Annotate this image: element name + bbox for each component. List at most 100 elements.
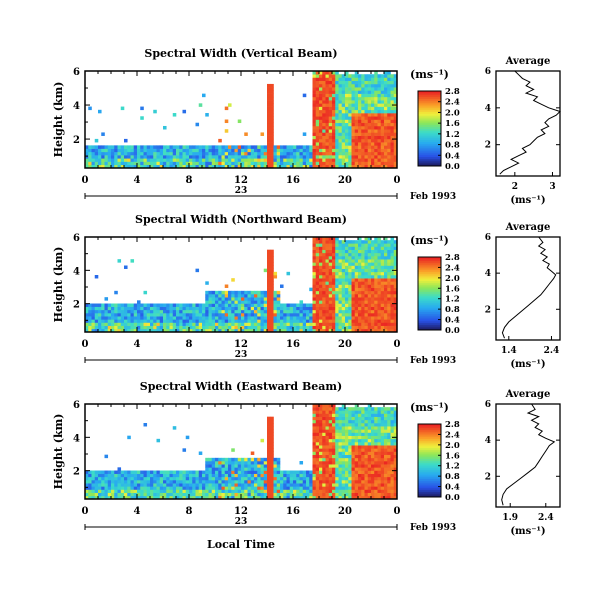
heatmap-cell (286, 473, 291, 478)
heatmap-cell (189, 306, 193, 311)
heatmap-cell (306, 492, 310, 497)
heatmap-cell (267, 322, 271, 326)
heatmap-cell (254, 161, 258, 166)
heatmap-cell (374, 328, 378, 333)
heatmap-cell (315, 322, 320, 326)
heatmap-cell (354, 135, 359, 140)
heatmap-cell (270, 83, 274, 88)
heatmap-cell (94, 303, 99, 307)
heatmap-cell (270, 151, 274, 156)
heatmap-cell (260, 303, 265, 307)
heatmap-cell (332, 489, 336, 493)
heatmap-cell (192, 476, 196, 481)
heatmap-cell (374, 457, 378, 462)
heatmap-cell (364, 265, 369, 269)
heatmap-cell (345, 419, 349, 424)
heatmap-cell (195, 325, 200, 330)
heatmap-cell (371, 319, 375, 323)
heatmap-cell (351, 486, 356, 490)
heatmap-cell (315, 316, 320, 320)
heatmap-cell (380, 106, 385, 111)
heatmap-cell (267, 290, 271, 295)
heatmap-cell (384, 151, 388, 156)
heatmap-cell (325, 454, 330, 459)
heatmap-cell (267, 325, 271, 330)
heatmap-cell (234, 483, 239, 487)
heatmap-cell (283, 328, 287, 333)
heatmap-cell (387, 158, 391, 162)
heatmap-cell (371, 243, 375, 247)
heatmap-cell (387, 100, 391, 104)
heatmap-cell (189, 480, 193, 484)
heatmap-cell (140, 145, 144, 149)
heatmap-cell (380, 90, 385, 94)
heatmap-cell (124, 151, 128, 156)
heatmap-cell (341, 416, 346, 421)
heatmap-cell (120, 148, 125, 153)
heatmap-cell (172, 303, 177, 307)
heatmap-cell (185, 435, 190, 440)
heatmap-cell (387, 164, 391, 169)
heatmap-cell (104, 489, 109, 493)
heatmap-cell (325, 129, 330, 133)
heatmap-cell (163, 309, 167, 314)
heatmap-cell (374, 410, 378, 414)
heatmap-cell (328, 432, 333, 436)
heatmap-cell (351, 467, 356, 471)
heatmap-cell (312, 249, 317, 254)
heatmap-cell (393, 83, 398, 88)
colorbar-segment (418, 124, 441, 128)
heatmap-cell (107, 470, 112, 474)
heatmap-cell (358, 83, 362, 88)
heatmap-cell (319, 259, 323, 263)
heatmap-cell (354, 158, 359, 162)
colorbar-tick-label: 1.2 (445, 462, 460, 472)
heatmap-cell (111, 492, 115, 497)
heatmap-cell (384, 432, 388, 436)
y-tick-label: 6 (73, 233, 80, 244)
heatmap-cell (91, 151, 96, 156)
heatmap-cell (169, 489, 174, 493)
heatmap-cell (390, 135, 395, 140)
heatmap-cell (289, 319, 294, 323)
heatmap-cell (176, 319, 180, 323)
heatmap-cell (332, 113, 336, 117)
heatmap-cell (393, 325, 398, 330)
heatmap-cell (374, 87, 378, 91)
heatmap-cell (387, 93, 391, 98)
heatmap-cell (159, 151, 164, 156)
heatmap-cell (358, 457, 362, 462)
heatmap-cell (120, 161, 125, 166)
average-profile-line (501, 403, 556, 506)
heatmap-cell (377, 281, 382, 285)
heatmap-cell (312, 158, 317, 162)
heatmap-cell (332, 135, 336, 140)
heatmap-cell (286, 271, 291, 276)
heatmap-cell (371, 252, 375, 257)
heatmap-cell (393, 243, 398, 247)
heatmap-cell (114, 148, 118, 153)
heatmap-cell (351, 476, 356, 481)
colorbar-segment (418, 152, 441, 156)
heatmap-cell (312, 161, 317, 166)
heatmap-cell (299, 145, 304, 149)
heatmap-cell (117, 473, 122, 478)
heatmap-cell (267, 259, 271, 263)
heatmap-cell (374, 252, 378, 257)
heatmap-cell (338, 473, 343, 478)
heatmap-cell (250, 306, 255, 311)
heatmap-cell (338, 438, 343, 443)
heatmap-cell (351, 448, 356, 452)
heatmap-cell (354, 161, 359, 166)
heatmap-cell (172, 322, 177, 326)
heatmap-cell (137, 470, 141, 474)
y-tick-label: 2 (73, 135, 80, 146)
heatmap-cell (393, 161, 398, 166)
heatmap-cell (101, 132, 105, 136)
heatmap-cell (322, 262, 326, 266)
heatmap-cell (325, 151, 330, 156)
heatmap-cell (309, 486, 313, 490)
heatmap-cell (312, 87, 317, 91)
heatmap-cell (335, 325, 339, 330)
heatmap-cell (367, 313, 372, 317)
